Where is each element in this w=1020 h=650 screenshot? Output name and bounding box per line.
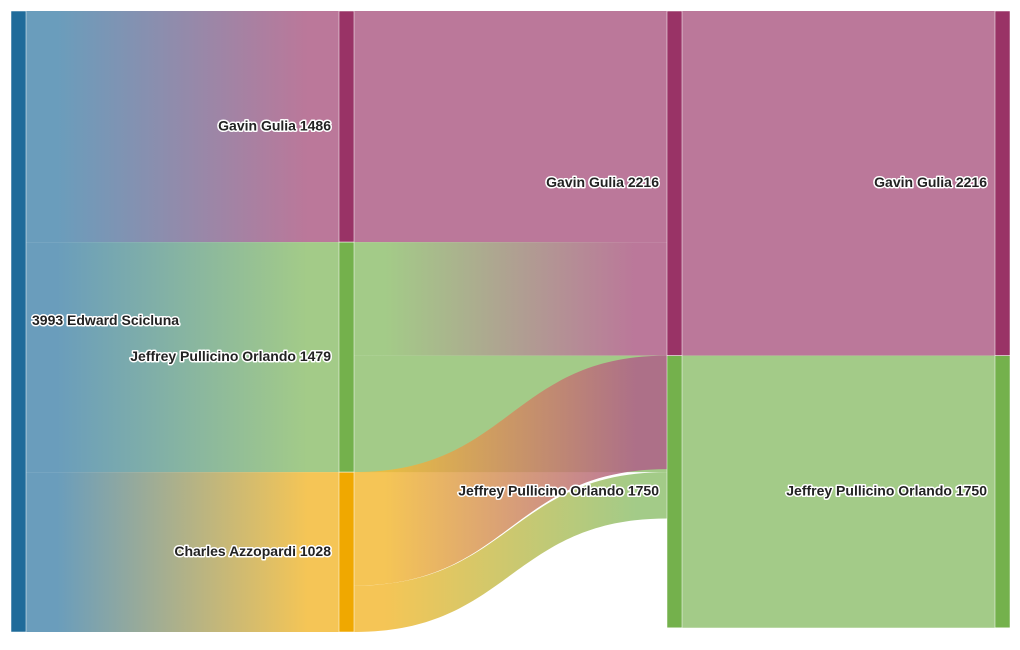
sankey-node-jeffrey1[interactable]: [338, 241, 355, 473]
sankey-node-label-jeffrey2: Jeffrey Pullicino Orlando 1750: [458, 482, 659, 498]
sankey-link-charles1-jeffrey2: [354, 472, 667, 632]
sankey-link-gavin2-gavin3: [682, 11, 995, 356]
sankey-labels: 3993 Edward Scicluna Gavin Gulia 1486 Jeff…: [31, 116, 989, 561]
sankey-node-gavin1[interactable]: [338, 10, 355, 243]
sankey-node-label-charles1: Charles Azzopardi 1028: [174, 543, 331, 559]
sankey-link-jeffrey2-jeffrey3: [682, 355, 995, 628]
sankey-link-edward-jeffrey1: [26, 242, 339, 473]
sankey-link-edward-charles1: [26, 472, 339, 632]
sankey-link-jeffrey1-gavin2: [354, 242, 667, 356]
sankey-node-label-gavin1: Gavin Gulia 1486: [218, 117, 331, 133]
sankey-links: [26, 11, 995, 632]
sankey-node-edward[interactable]: [10, 10, 27, 633]
sankey-node-label-jeffrey3: Jeffrey Pullicino Orlando 1750: [786, 482, 987, 498]
sankey-node-gavin3[interactable]: [994, 10, 1011, 356]
sankey-link-charles1-gavin2: [354, 355, 667, 586]
sankey-node-gavin2[interactable]: [666, 10, 683, 356]
sankey-node-charles1[interactable]: [338, 471, 355, 633]
sankey-node-label-gavin2: Gavin Gulia 2216: [546, 174, 659, 190]
sankey-node-jeffrey2[interactable]: [666, 355, 683, 629]
sankey-node-label-jeffrey1: Jeffrey Pullicino Orlando 1479: [130, 348, 331, 364]
sankey-node-jeffrey3[interactable]: [994, 355, 1011, 629]
sankey-node-label-gavin3: Gavin Gulia 2216: [874, 174, 987, 190]
sankey-link-gavin1-gavin2: [354, 11, 667, 243]
sankey-node-label-edward: 3993 Edward Scicluna: [32, 312, 179, 328]
sankey-link-edward-gavin1: [26, 11, 339, 243]
sankey-nodes: [10, 10, 1011, 633]
